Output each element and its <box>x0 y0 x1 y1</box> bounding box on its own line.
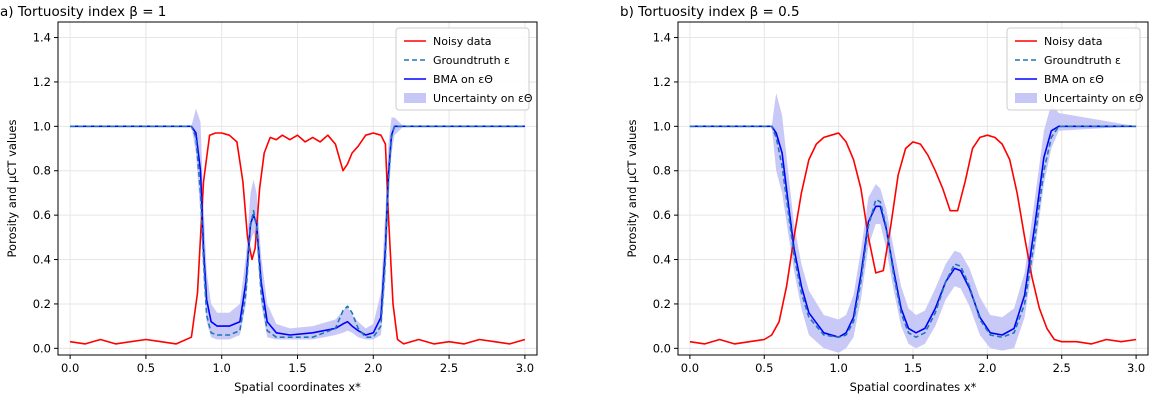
y-tick-label: 0.4 <box>33 253 51 267</box>
legend-label: Noisy data <box>1044 35 1103 48</box>
y-tick-label: 0.0 <box>653 341 671 355</box>
legend-label: Noisy data <box>433 35 492 48</box>
x-tick-label: 2.0 <box>978 361 996 375</box>
x-tick-label: 2.5 <box>1053 361 1071 375</box>
y-tick-label: 1.4 <box>653 31 671 45</box>
legend-label: Uncertainty on εΘ <box>433 92 533 105</box>
y-tick-label: 0.0 <box>33 341 51 355</box>
legend-label: Groundtruth ε <box>1044 54 1121 67</box>
chart-panel-a: 0.0 0.5 1.0 1.5 2.0 2.5 3.0 0.0 0.2 0.4 0.6 0.8 1.0 1… <box>0 4 538 394</box>
bma-line <box>689 125 1137 338</box>
legend-box <box>1006 27 1141 111</box>
x-tick-label: 2.0 <box>364 361 382 375</box>
y-tick-label: 0.2 <box>33 297 51 311</box>
y-tick-label: 1.2 <box>33 75 51 89</box>
x-tick-label: 0.5 <box>755 361 773 375</box>
y-tick-label: 0.6 <box>33 208 51 222</box>
x-tick-label: 1.5 <box>288 361 306 375</box>
y-tick-label: 0.2 <box>653 297 671 311</box>
legend-label: Groundtruth ε <box>433 54 510 67</box>
y-axis-label: Porosity and μCT values <box>625 120 639 258</box>
legend-box <box>395 27 530 111</box>
y-tick-label: 1.4 <box>33 31 51 45</box>
plot-area <box>69 108 526 345</box>
noisy-data-line <box>69 132 526 345</box>
legend-uncertainty-swatch <box>1015 93 1037 103</box>
groundtruth-line <box>70 125 525 338</box>
legend-label: BMA on εΘ <box>433 73 493 86</box>
chart-title: a) Tortuosity index β = 1 <box>0 4 166 20</box>
legend-label: Uncertainty on εΘ <box>1044 92 1144 105</box>
legend: Noisy data Groundtruth ε BMA on εΘ Uncertai… <box>395 27 533 111</box>
x-tick-label: 3.0 <box>1127 361 1145 375</box>
y-tick-label: 1.0 <box>33 119 51 133</box>
plot-area <box>689 93 1137 353</box>
y-tick-label: 0.4 <box>653 253 671 267</box>
x-axis-label: Spatial coordinates x* <box>234 380 361 394</box>
legend-label: BMA on εΘ <box>1044 73 1104 86</box>
legend: Noisy data Groundtruth ε BMA on εΘ Uncertai… <box>1006 27 1144 111</box>
x-tick-label: 3.0 <box>516 361 534 375</box>
x-tick-label: 1.5 <box>904 361 922 375</box>
x-axis-label: Spatial coordinates x* <box>850 380 977 394</box>
x-tick-label: 0.0 <box>681 361 699 375</box>
groundtruth-line <box>689 125 1137 338</box>
x-tick-label: 2.5 <box>440 361 458 375</box>
legend-uncertainty-swatch <box>404 93 426 103</box>
y-tick-label: 0.8 <box>653 164 671 178</box>
y-axis-label: Porosity and μCT values <box>5 120 19 258</box>
y-tick-label: 1.2 <box>653 75 671 89</box>
y-tick-label: 1.0 <box>653 119 671 133</box>
noisy-data-line <box>689 132 1137 345</box>
x-tick-label: 1.0 <box>829 361 847 375</box>
y-tick-label: 0.8 <box>33 164 51 178</box>
x-tick-label: 0.5 <box>137 361 155 375</box>
y-tick-label: 0.6 <box>653 208 671 222</box>
x-tick-label: 0.0 <box>61 361 79 375</box>
x-tick-label: 1.0 <box>213 361 231 375</box>
chart-panel-b: 0.0 0.5 1.0 1.5 2.0 2.5 3.0 0.0 0.2 0.4 0.6 0.8 1.0 1… <box>620 4 1149 394</box>
chart-title: b) Tortuosity index β = 0.5 <box>620 4 800 20</box>
